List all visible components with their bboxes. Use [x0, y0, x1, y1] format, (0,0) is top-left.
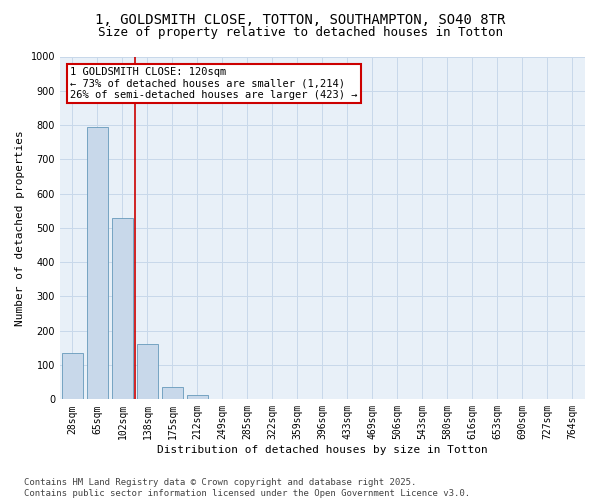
- Text: 1, GOLDSMITH CLOSE, TOTTON, SOUTHAMPTON, SO40 8TR: 1, GOLDSMITH CLOSE, TOTTON, SOUTHAMPTON,…: [95, 12, 505, 26]
- Bar: [62, 353, 83, 400]
- Bar: [162, 386, 183, 400]
- Text: Contains HM Land Registry data © Crown copyright and database right 2025.
Contai: Contains HM Land Registry data © Crown c…: [24, 478, 470, 498]
- X-axis label: Distribution of detached houses by size in Totton: Distribution of detached houses by size …: [157, 445, 488, 455]
- Y-axis label: Number of detached properties: Number of detached properties: [15, 130, 25, 326]
- Text: Size of property relative to detached houses in Totton: Size of property relative to detached ho…: [97, 26, 503, 39]
- Bar: [187, 395, 208, 400]
- Bar: [87, 127, 108, 400]
- Bar: [112, 218, 133, 400]
- Bar: [137, 344, 158, 400]
- Text: 1 GOLDSMITH CLOSE: 120sqm
← 73% of detached houses are smaller (1,214)
26% of se: 1 GOLDSMITH CLOSE: 120sqm ← 73% of detac…: [70, 67, 358, 100]
